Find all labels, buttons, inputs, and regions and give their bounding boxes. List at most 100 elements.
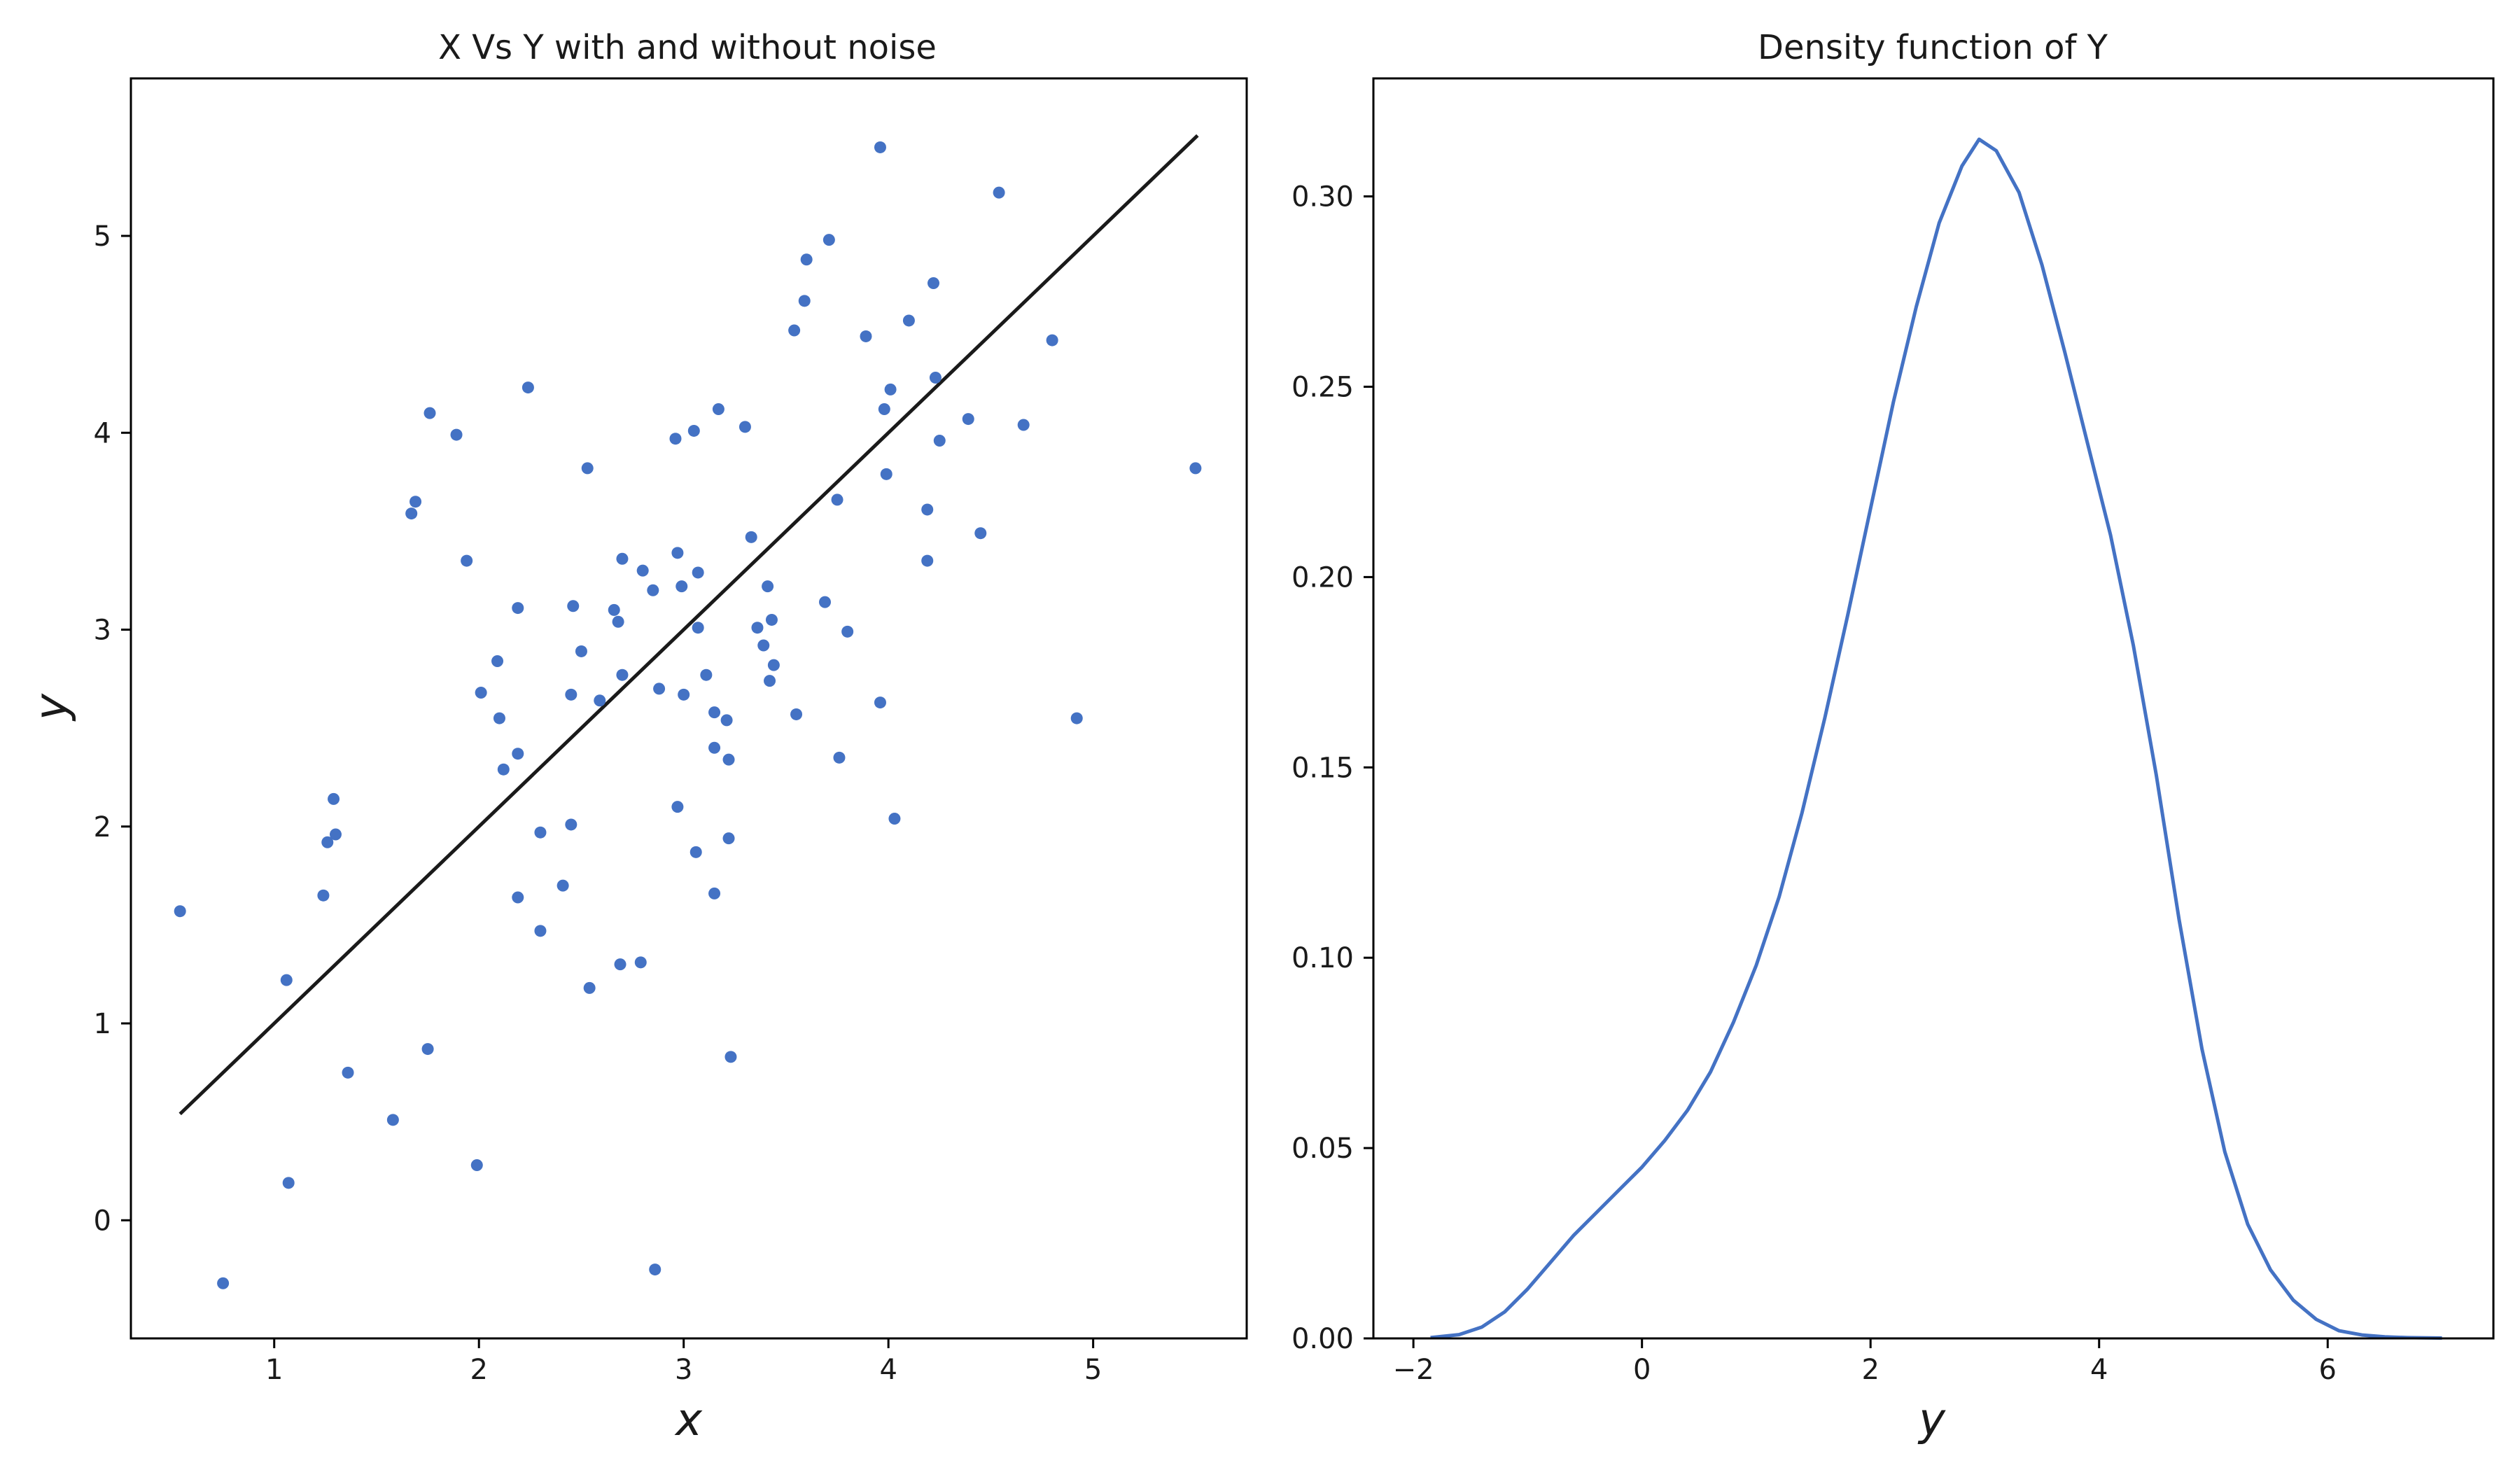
scatter-point <box>649 1264 662 1276</box>
density-y-tick-label: 0.20 <box>1292 561 1354 594</box>
scatter-point <box>933 435 946 447</box>
scatter-point <box>767 659 780 671</box>
density-y-tick-label: 0.25 <box>1292 371 1354 403</box>
density-x-axis-label: y <box>1917 1394 1946 1446</box>
density-y-tick-label: 0.15 <box>1292 752 1354 784</box>
scatter-point <box>788 324 801 337</box>
scatter-y-tick-label: 2 <box>94 811 111 844</box>
scatter-x-tick-label: 1 <box>265 1354 283 1386</box>
scatter-point <box>653 682 666 695</box>
scatter-point <box>329 828 342 841</box>
scatter-point <box>321 836 334 848</box>
scatter-point <box>493 712 505 724</box>
density-x-tick-label: 0 <box>1633 1354 1651 1386</box>
scatter-point <box>512 602 524 615</box>
scatter-point <box>921 554 934 567</box>
scatter-point <box>962 413 974 426</box>
scatter-point <box>860 330 872 342</box>
scatter-point <box>534 826 547 839</box>
scatter-point <box>751 622 764 634</box>
scatter-point <box>497 763 510 776</box>
scatter-point <box>692 622 704 634</box>
density-x-tick-label: −2 <box>1393 1354 1434 1386</box>
scatter-y-tick-label: 4 <box>94 417 111 449</box>
density-x-tick-label: 2 <box>1861 1354 1879 1386</box>
scatter-y-tick-label: 1 <box>94 1008 111 1040</box>
scatter-point <box>692 566 704 579</box>
scatter-point <box>634 956 647 969</box>
scatter-plot-frame <box>130 77 1248 1340</box>
scatter-point <box>1189 462 1202 475</box>
scatter-point <box>594 694 606 707</box>
scatter-point <box>927 277 940 289</box>
scatter-point <box>884 383 897 396</box>
scatter-point <box>874 696 886 709</box>
scatter-point <box>470 1159 483 1171</box>
scatter-point <box>822 234 835 246</box>
scatter-point <box>410 496 422 508</box>
scatter-point <box>556 879 569 892</box>
scatter-point <box>614 958 626 971</box>
scatter-point <box>738 421 751 433</box>
scatter-point <box>424 407 436 419</box>
scatter-point <box>798 295 811 307</box>
scatter-point <box>386 1114 399 1126</box>
scatter-point <box>405 507 418 520</box>
scatter-point <box>461 554 473 567</box>
scatter-point <box>1070 712 1083 724</box>
scatter-point <box>678 688 690 701</box>
scatter-plot-area: 1 2 3 4 5 0 1 2 3 4 5 <box>94 134 1202 1386</box>
scatter-point <box>616 552 629 565</box>
scatter-title: X Vs Y with and without noise <box>438 28 937 67</box>
scatter-point <box>612 615 624 628</box>
scatter-point <box>671 547 684 559</box>
scatter-y-tick-label: 3 <box>94 615 111 647</box>
density-curve <box>1430 137 2442 1340</box>
identity-line <box>178 134 1199 1116</box>
scatter-x-tick-label: 5 <box>1084 1354 1102 1386</box>
scatter-point <box>491 655 504 667</box>
scatter-point <box>765 613 778 626</box>
scatter-point <box>583 981 596 994</box>
scatter-x-tick-label: 2 <box>470 1354 487 1386</box>
scatter-point <box>720 714 733 727</box>
scatter-point <box>708 887 721 899</box>
scatter-point <box>690 846 702 858</box>
density-title: Density function of Y <box>1758 28 2108 67</box>
scatter-point <box>687 424 700 437</box>
scatter-point <box>581 462 594 475</box>
scatter-point <box>874 141 886 153</box>
scatter-point <box>534 925 547 937</box>
scatter-point <box>708 741 721 754</box>
scatter-y-axis-label: y <box>26 693 78 722</box>
scatter-point <box>700 668 713 681</box>
scatter-point <box>724 1051 737 1063</box>
scatter-point <box>833 751 846 764</box>
scatter-x-axis-label: x <box>674 1394 703 1446</box>
scatter-point <box>565 818 578 831</box>
scatter-point <box>421 1043 434 1056</box>
scatter-point <box>878 403 890 415</box>
density-y-tick-label: 0.00 <box>1292 1323 1354 1355</box>
scatter-point <box>929 372 941 384</box>
scatter-point <box>647 584 659 596</box>
scatter-point <box>762 580 774 593</box>
scatter-y-tick-label: 0 <box>94 1205 111 1237</box>
scatter-point <box>450 428 463 441</box>
scatter-point <box>745 531 757 543</box>
scatter-point <box>575 645 587 657</box>
scatter-point <box>712 403 724 415</box>
scatter-point <box>475 687 487 699</box>
scatter-point <box>902 314 915 327</box>
scatter-x-tick-label: 4 <box>879 1354 897 1386</box>
scatter-y-tick-label: 5 <box>94 220 111 253</box>
scatter-point <box>636 564 649 577</box>
scatter-point <box>280 974 293 986</box>
scatter-point <box>888 813 901 825</box>
density-y-tick-label: 0.10 <box>1292 942 1354 974</box>
scatter-point <box>757 639 770 652</box>
scatter-point <box>1046 334 1058 346</box>
scatter-point <box>669 433 682 445</box>
density-y-tick-label: 0.05 <box>1292 1133 1354 1165</box>
